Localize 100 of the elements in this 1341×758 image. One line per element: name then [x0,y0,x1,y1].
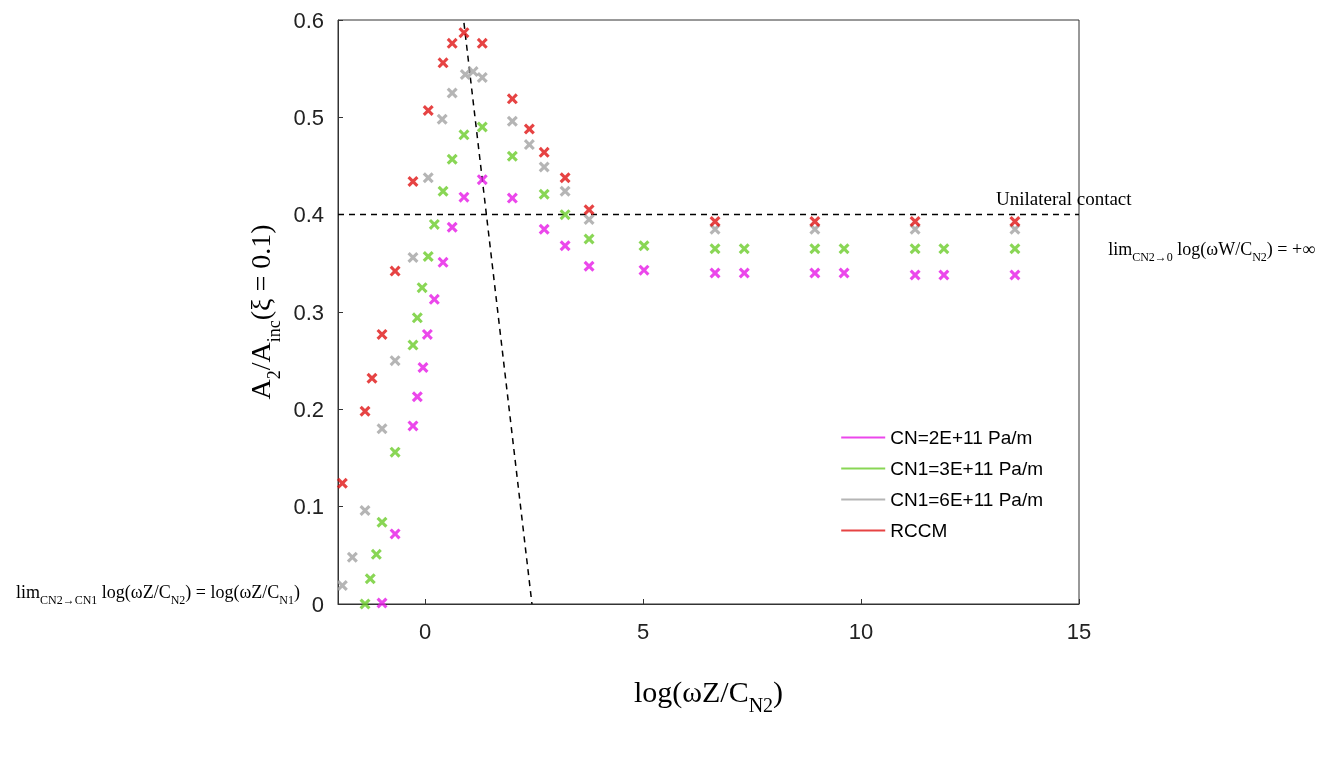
point [346,551,358,563]
point [709,267,721,279]
point [407,420,419,432]
point [838,267,850,279]
point [506,150,518,162]
point [421,328,433,340]
y-tick-label: 0.2 [293,396,324,422]
point [709,215,721,227]
point [458,27,470,39]
point [638,240,650,252]
point [909,243,921,255]
point [437,57,449,69]
point [538,223,550,235]
point [476,71,488,83]
point [559,185,571,197]
point [476,37,488,49]
point [506,93,518,105]
point [583,233,595,245]
point [459,69,471,81]
point [506,115,518,127]
point [583,204,595,216]
y-tick-label: 0 [311,591,324,617]
point [336,477,348,489]
point [422,105,434,117]
point [411,312,423,324]
point [538,146,550,158]
point [407,176,419,188]
point [738,267,750,279]
point [359,598,371,610]
y-tick-label: 0.4 [293,202,324,228]
point [359,405,371,417]
legend-label: CN1=3E+11 Pa/m [890,458,1044,479]
point [709,243,721,255]
point [422,251,434,263]
point [838,243,850,255]
y-tick-label: 0.5 [293,104,324,130]
y-axis-title: A2/Ainc(ξ = 0.1) [245,224,284,400]
point [809,267,821,279]
point [389,528,401,540]
point [437,256,449,268]
y-tick-label: 0.6 [293,7,324,33]
point [446,221,458,233]
y-tick-label: 0.3 [293,299,324,325]
point [389,265,401,277]
point [583,214,595,226]
point [446,87,458,99]
x-tick-label: 5 [636,618,650,644]
point [359,505,371,517]
point [336,580,348,592]
point [422,172,434,184]
point [476,121,488,133]
point [559,209,571,221]
point [506,192,518,204]
point [909,269,921,281]
point [538,188,550,200]
point [476,174,488,186]
point [938,269,950,281]
point [407,339,419,351]
point [559,240,571,252]
point [458,129,470,141]
point [417,361,429,373]
point [376,328,388,340]
point [458,191,470,203]
point [1009,243,1021,255]
point [523,139,535,151]
point [376,423,388,435]
point [583,260,595,272]
legend-label: CN=2E+11 Pa/m [890,427,1033,448]
point [366,372,378,384]
legend-label: RCCM [890,520,948,541]
point [428,293,440,305]
point [523,123,535,135]
point [411,391,423,403]
point [376,516,388,528]
point [538,161,550,173]
point [437,185,449,197]
point [638,264,650,276]
point [467,66,479,78]
point [389,446,401,458]
point [909,215,921,227]
point [407,251,419,263]
point [1009,215,1021,227]
x-tick-label: 15 [1066,618,1092,644]
point [738,243,750,255]
legend-label: CN1=6E+11 Pa/m [890,489,1044,510]
point [370,548,382,560]
x-tick-label: 0 [419,618,432,644]
point [446,37,458,49]
point [428,218,440,230]
point [364,573,376,585]
point [559,172,571,184]
point [1009,269,1021,281]
point [389,355,401,367]
point [376,597,388,609]
ref-line-label: Unilateral contact [996,188,1133,210]
point [809,243,821,255]
point [416,282,428,294]
y-tick-label: 0.1 [293,494,324,520]
point [446,153,458,165]
point [436,113,448,125]
